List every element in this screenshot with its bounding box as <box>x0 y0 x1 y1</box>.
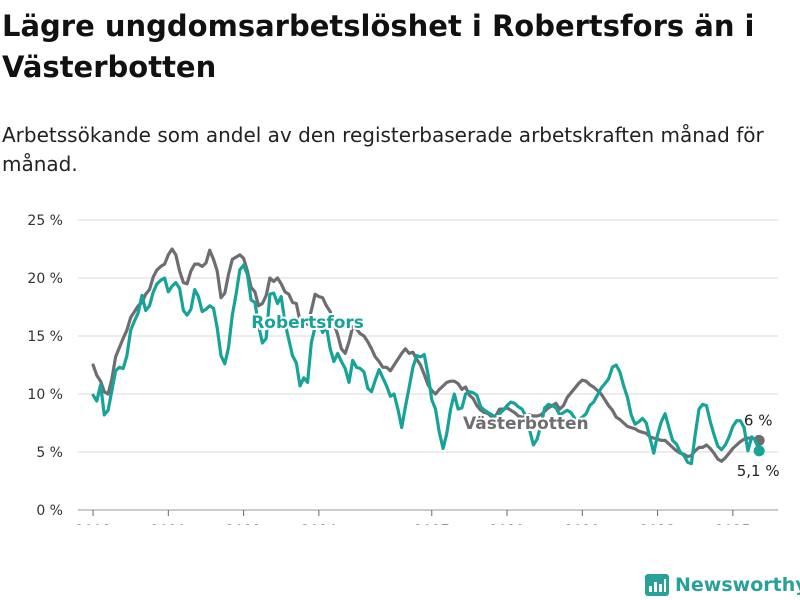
end-value-label-robertsfors: 5,1 % <box>737 462 780 480</box>
y-tick-label: 25 % <box>27 213 63 229</box>
brand-name: Newsworthy <box>675 574 800 596</box>
y-tick-label: 15 % <box>27 329 63 345</box>
newsworthy-logo: Newsworthy <box>645 570 800 600</box>
y-axis: 0 % 5 % 10 % 15 % 20 % 25 % <box>27 213 63 519</box>
bar-chart-icon <box>645 574 669 596</box>
x-tick-label: 2014 <box>301 523 337 525</box>
series-labels: 6 % 5,1 % Robertsfors Västerbotten <box>249 311 780 480</box>
x-tick-label: 2017 <box>414 523 450 525</box>
series-label-vasterbotten: Västerbotten <box>463 414 589 434</box>
series-label-robertsfors: Robertsfors <box>251 313 364 333</box>
x-tick-label: 2008 <box>75 523 111 525</box>
series-endpoint-robertsfors <box>753 445 765 457</box>
y-tick-label: 20 % <box>27 271 63 287</box>
chart-subtitle: Arbetssökande som andel av den registerb… <box>2 123 764 176</box>
end-value-label-vasterbotten: 6 % <box>744 411 773 429</box>
x-tick-label: 2021 <box>564 523 600 525</box>
x-tick-label: 2019 <box>489 523 525 525</box>
series-line-robertsfors <box>91 263 761 466</box>
chart-title: Lägre ungdomsarbetslöshet i Robertsfors … <box>2 9 755 84</box>
x-tick-label: 2012 <box>226 523 262 525</box>
x-tick-label: 2025 <box>715 523 751 525</box>
x-tick-label: 2023 <box>640 523 676 525</box>
line-chart: 0 %5 %10 %15 %20 %25 % 20082010201220142… <box>27 213 780 525</box>
y-tick-label: 10 % <box>27 387 63 403</box>
x-tick-label: 2010 <box>151 523 187 525</box>
y-tick-label: 5 % <box>36 445 63 461</box>
x-axis: 2008 2010 2012 2014 2017 2019 2021 2023 2025 <box>75 510 751 525</box>
grid-lines <box>78 219 778 511</box>
y-tick-label: 0 % <box>36 503 63 519</box>
series-lines <box>91 247 765 466</box>
